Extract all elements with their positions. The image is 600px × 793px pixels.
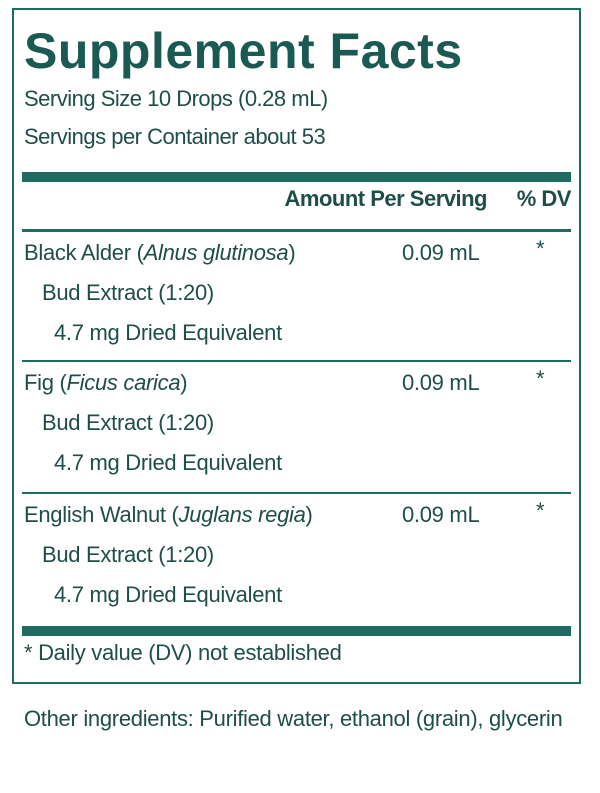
ingredient-latin-name: Alnus glutinosa (143, 240, 289, 265)
row-divider (22, 360, 571, 362)
ingredient-dv: * (536, 236, 545, 261)
ingredient-dv: * (536, 498, 545, 523)
ingredient-name: English Walnut (Juglans regia) (24, 502, 313, 527)
ingredient-extract: Bud Extract (1:20) (42, 280, 214, 305)
ingredient-extract: Bud Extract (1:20) (42, 410, 214, 435)
amount-per-serving-header: Amount Per Serving (284, 186, 488, 211)
ingredient-name: Fig (Ficus carica) (24, 370, 188, 395)
ingredient-row: Fig (Ficus carica) Bud Extract (1:20) 4.… (14, 362, 579, 492)
dv-footnote: * Daily value (DV) not established (24, 640, 342, 665)
serving-size: Serving Size 10 Drops (0.28 mL) (24, 86, 328, 111)
ingredient-amount: 0.09 mL (402, 240, 480, 265)
row-divider (22, 492, 571, 494)
panel-title: Supplement Facts (24, 23, 463, 79)
ingredient-row: English Walnut (Juglans regia) Bud Extra… (14, 494, 579, 624)
ingredient-equivalent: 4.7 mg Dried Equivalent (54, 450, 282, 475)
ingredient-amount: 0.09 mL (402, 502, 480, 527)
ingredient-common-name: Black Alder (24, 240, 131, 265)
ingredient-equivalent: 4.7 mg Dried Equivalent (54, 582, 282, 607)
daily-value-header: % DV (516, 186, 572, 211)
ingredient-row: Black Alder (Alnus glutinosa) Bud Extrac… (14, 232, 579, 362)
ingredient-latin-name: Ficus carica (66, 370, 181, 395)
ingredient-extract: Bud Extract (1:20) (42, 542, 214, 567)
thick-divider-top (22, 172, 571, 182)
header-divider (22, 229, 571, 232)
other-ingredients: Other ingredients: Purified water, ethan… (24, 706, 563, 731)
ingredient-common-name: English Walnut (24, 502, 166, 527)
servings-per-container: Servings per Container about 53 (24, 124, 326, 149)
ingredient-equivalent: 4.7 mg Dried Equivalent (54, 320, 282, 345)
ingredient-name: Black Alder (Alnus glutinosa) (24, 240, 296, 265)
ingredient-dv: * (536, 366, 545, 391)
thick-divider-bottom (22, 626, 571, 636)
ingredient-latin-name: Juglans regia (178, 502, 306, 527)
ingredient-common-name: Fig (24, 370, 54, 395)
ingredient-amount: 0.09 mL (402, 370, 480, 395)
supplement-facts-panel: Supplement Facts Serving Size 10 Drops (… (12, 8, 581, 684)
